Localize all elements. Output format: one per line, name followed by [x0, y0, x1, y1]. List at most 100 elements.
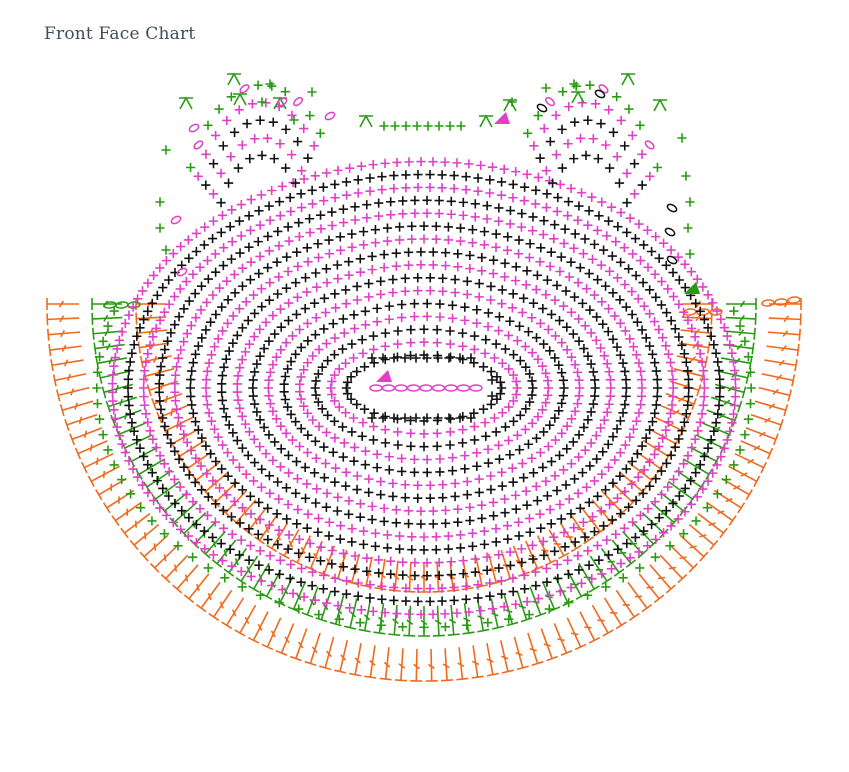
single-crochet-stitch: [274, 494, 284, 504]
single-crochet-stitch: [433, 413, 443, 423]
single-crochet-stitch: [246, 571, 256, 581]
single-crochet-stitch: [440, 248, 451, 258]
single-crochet-stitch: [604, 500, 615, 510]
single-crochet-stitch: [505, 560, 516, 571]
single-crochet-stitch: [690, 332, 700, 342]
single-crochet-stitch: [504, 402, 514, 412]
single-crochet-stitch: [680, 259, 690, 269]
single-crochet-stitch: [511, 599, 521, 609]
single-crochet-stitch: [608, 432, 618, 442]
single-crochet-stitch: [458, 569, 468, 579]
single-crochet-stitch: [304, 552, 315, 562]
single-crochet-stitch: [483, 458, 494, 468]
single-crochet-stitch: [318, 182, 328, 192]
single-crochet-stitch: [356, 605, 366, 615]
single-crochet-stitch: [344, 270, 354, 280]
single-crochet-stitch: [232, 387, 242, 397]
single-crochet-stitch: [120, 447, 130, 458]
single-crochet-stitch: [355, 512, 365, 522]
single-crochet-stitch: [619, 523, 629, 533]
single-crochet-stitch: [503, 330, 514, 341]
single-crochet-stitch: [530, 567, 541, 577]
single-crochet-stitch: [296, 563, 307, 574]
single-crochet-stitch: [188, 552, 198, 562]
single-crochet-stitch: [519, 293, 529, 303]
single-crochet-stitch: [176, 241, 186, 252]
single-crochet-stitch: [561, 480, 571, 490]
single-crochet-stitch: [235, 518, 245, 528]
chain-stitch: [666, 255, 678, 265]
single-crochet-stitch: [235, 363, 245, 373]
single-crochet-stitch: [170, 320, 180, 330]
single-crochet-stitch: [598, 245, 609, 255]
single-crochet-stitch: [302, 479, 312, 489]
single-crochet-stitch: [551, 150, 561, 160]
single-crochet-stitch: [221, 354, 231, 364]
single-crochet-stitch: [464, 159, 474, 169]
single-crochet-stitch: [494, 312, 505, 322]
single-crochet-stitch: [541, 398, 551, 408]
single-crochet-stitch: [486, 471, 496, 481]
single-crochet-stitch: [555, 266, 565, 277]
single-crochet-stitch: [389, 183, 399, 194]
single-crochet-stitch: [390, 121, 400, 131]
single-crochet-stitch: [658, 433, 668, 443]
single-crochet-stitch: [264, 430, 274, 440]
single-crochet-stitch: [474, 474, 484, 484]
single-crochet-stitch: [114, 431, 124, 441]
single-crochet-stitch: [313, 369, 323, 379]
single-crochet-stitch: [574, 375, 584, 385]
single-crochet-stitch: [550, 295, 560, 305]
single-crochet-stitch: [486, 281, 496, 292]
double-crochet-stitch: [135, 312, 167, 325]
single-crochet-stitch: [291, 309, 302, 319]
single-crochet-stitch: [407, 532, 417, 542]
single-crochet-stitch: [108, 370, 118, 380]
single-crochet-stitch: [154, 379, 164, 389]
single-crochet-stitch: [132, 472, 143, 482]
single-crochet-stitch: [635, 510, 646, 521]
single-crochet-stitch: [461, 581, 471, 591]
chain-stitch: [170, 215, 182, 225]
double-crochet-stitch: [48, 343, 82, 357]
single-crochet-stitch: [674, 299, 684, 309]
single-crochet-stitch: [219, 243, 229, 253]
single-crochet-stitch: [665, 357, 676, 368]
single-crochet-stitch: [562, 421, 572, 431]
double-crochet-stitch: [344, 598, 358, 630]
single-crochet-stitch: [481, 335, 491, 345]
single-crochet-stitch: [206, 416, 217, 426]
single-crochet-stitch: [678, 529, 689, 539]
single-crochet-stitch: [597, 469, 607, 479]
single-crochet-stitch: [450, 491, 460, 502]
single-crochet-stitch: [255, 546, 265, 556]
single-crochet-stitch: [370, 528, 381, 538]
single-crochet-stitch: [166, 328, 176, 338]
single-crochet-stitch: [422, 467, 432, 478]
double-crochet-stitch: [750, 413, 784, 431]
ears-group: [155, 72, 695, 277]
single-crochet-stitch: [413, 493, 423, 503]
single-crochet-stitch: [128, 302, 138, 312]
single-crochet-stitch: [329, 350, 340, 360]
single-crochet-stitch: [250, 457, 260, 468]
single-crochet-stitch: [445, 414, 456, 424]
single-crochet-stitch: [668, 374, 678, 385]
single-crochet-stitch: [308, 415, 318, 425]
single-crochet-stitch: [627, 456, 637, 467]
single-crochet-stitch: [369, 421, 379, 432]
single-crochet-stitch: [208, 476, 218, 486]
single-crochet-stitch: [217, 387, 227, 397]
single-crochet-stitch: [488, 511, 499, 521]
single-crochet-stitch: [226, 152, 236, 162]
single-crochet-stitch: [161, 145, 171, 155]
single-crochet-stitch: [594, 555, 604, 565]
single-crochet-stitch: [241, 469, 251, 479]
single-crochet-stitch: [491, 229, 501, 239]
single-crochet-stitch: [236, 566, 246, 577]
single-crochet-stitch: [347, 537, 357, 547]
single-crochet-stitch: [651, 292, 661, 302]
single-crochet-stitch: [559, 238, 569, 249]
single-crochet-stitch: [409, 467, 420, 477]
single-crochet-stitch: [422, 413, 432, 423]
